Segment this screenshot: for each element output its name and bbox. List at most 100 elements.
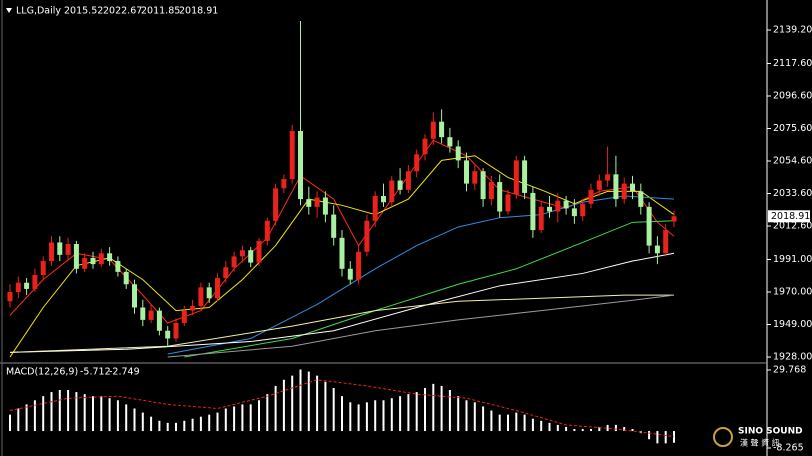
y-tick-label: 2139.20 [773,25,812,36]
quote-low: 2011.85 [141,6,180,17]
candle-body [472,171,478,184]
y-tick-label: 2012.60 [773,221,812,232]
signal-value: -2.749 [109,367,140,378]
candle-body [82,257,88,269]
macd-tick-label: 29.768 [773,364,806,375]
candle-body [181,310,187,323]
candle-body [215,278,220,299]
price-label: 2018.91 [771,211,810,222]
candle-body [555,200,561,212]
macd-bar [573,428,576,432]
macd-bar [141,412,144,432]
y-tick-label: 2096.60 [773,90,812,101]
candle-body [538,206,544,231]
macd-bar [42,396,45,432]
candle-body [7,292,13,302]
signal-line [9,379,675,438]
candle-body [439,121,445,138]
candle-body [273,188,279,221]
candle-body [73,244,79,269]
macd-bar [648,431,651,440]
macd-bar [415,392,418,432]
candle-body [638,191,644,207]
macd-bar [33,400,36,432]
candle-body [190,305,196,311]
candle-body [563,200,569,209]
candle-body [580,203,586,217]
candle-body [530,192,536,231]
macd-bar [125,404,128,432]
candle-body [256,240,262,263]
macd-bar [108,398,111,432]
candle-body [40,261,46,275]
macd-bar [183,420,186,432]
candle-body [306,199,312,207]
macd-bar [175,422,177,432]
candle-body [505,194,511,212]
candle-body [414,154,420,172]
candle-body [123,271,129,285]
macd-bar [67,390,70,432]
macd-bar [473,402,476,432]
macd-bar [540,420,543,432]
candle-body [298,130,303,200]
candle-body [372,196,378,221]
candle-body [248,250,254,263]
macd-bar [581,428,584,432]
macd-bar [50,392,53,432]
macd-bar [199,416,202,432]
macd-bar [92,396,94,432]
candle-body [165,330,171,339]
macd-bar [565,426,568,432]
candle-body [613,174,619,200]
candle-body [32,274,38,289]
macd-bar [515,412,518,432]
y-tick-label: 1970.00 [773,287,812,298]
macd-bar [274,385,277,432]
candle-body [223,267,229,279]
y-tick-label: 1928.00 [773,352,812,363]
candle-body [322,197,328,215]
candle-body [356,251,362,280]
macd-bar [307,371,310,432]
moving-average [9,294,674,353]
candle-body [397,180,403,190]
macd-bar [17,408,20,432]
watermark: SINO SOUND 漢 聲 資 訊 [713,427,803,448]
candle-body [547,206,552,212]
macd-bar [150,416,153,432]
macd-bar [25,404,28,432]
macd-bar [656,431,659,444]
macd-bar [448,390,451,432]
candle-body [140,307,146,320]
macd-bar [233,406,236,432]
macd-bar [399,396,402,432]
macd-bar [673,431,675,443]
candle-body [173,322,179,339]
macd-bar [266,394,269,432]
candle-body [405,171,411,190]
moving-average [167,195,675,355]
header: LLG,Daily 2015.52 2022.67 2011.85 2018.9… [16,6,218,17]
macd-bar [291,375,294,432]
macd-bar [598,426,601,432]
candle-body [264,220,270,241]
macd-bar [158,420,161,432]
macd-bar [341,396,343,432]
macd-bar [465,400,468,432]
macd-bar [548,422,551,432]
macd-bar [556,424,559,432]
macd-bar [664,431,667,444]
macd-bar [316,375,319,432]
candle-body [654,245,660,254]
candle-body [571,208,577,217]
logo [713,427,733,447]
macd-bar [490,410,493,432]
candle-body [231,256,237,268]
macd-bar [498,414,501,432]
macd-bar [349,402,352,432]
candle-body [339,237,345,269]
candle-body [464,160,469,184]
candle-body [347,268,353,280]
